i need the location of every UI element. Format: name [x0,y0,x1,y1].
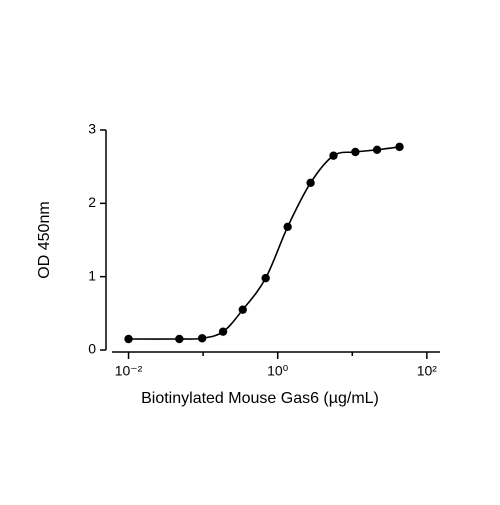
y-axis-label: OD 450nm [36,201,53,278]
x-axis-label: Biotinylated Mouse Gas6 (µg/mL) [141,390,379,407]
point [218,327,228,336]
point [351,147,360,157]
x-tick-label: 10² [417,363,438,379]
point [306,178,315,187]
y-tick-label: 0 [88,341,96,357]
y-tick-label: 2 [88,194,96,210]
y-tick-label: 1 [88,267,96,283]
y-tick-label: 3 [88,121,96,137]
point [238,305,247,314]
point [329,151,338,160]
point [372,145,382,154]
x-tick-label: 10⁻² [115,363,143,379]
point [124,334,133,344]
point [197,334,207,343]
point [175,334,184,344]
point [283,222,292,231]
point [261,273,270,283]
x-tick-label: 10⁰ [267,363,289,379]
point [395,142,404,152]
curve [128,146,400,340]
